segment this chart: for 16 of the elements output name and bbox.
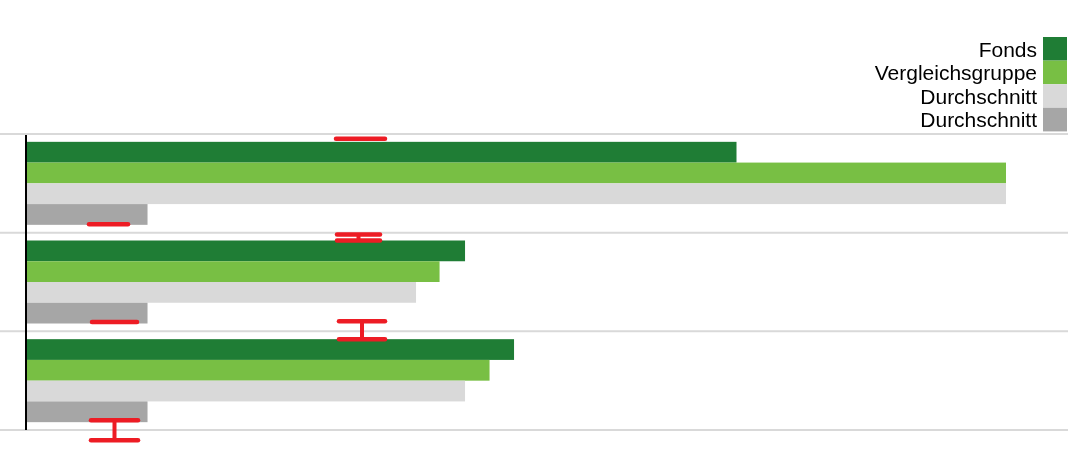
bar — [26, 401, 148, 423]
bar — [26, 204, 148, 225]
bar — [26, 282, 417, 303]
bar — [26, 302, 148, 324]
legend-label: Fonds — [978, 37, 1037, 61]
bar — [26, 162, 1006, 184]
bar — [26, 141, 737, 163]
bar — [26, 339, 515, 360]
bar — [26, 359, 490, 381]
legend-label: Durchschnitt — [920, 108, 1038, 132]
bar — [26, 380, 466, 402]
bar — [26, 183, 1006, 205]
bar — [26, 240, 466, 262]
legend-label: Vergleichsgruppe — [874, 61, 1037, 85]
bar — [26, 261, 440, 282]
legend-label: Durchschnitt — [920, 84, 1038, 108]
